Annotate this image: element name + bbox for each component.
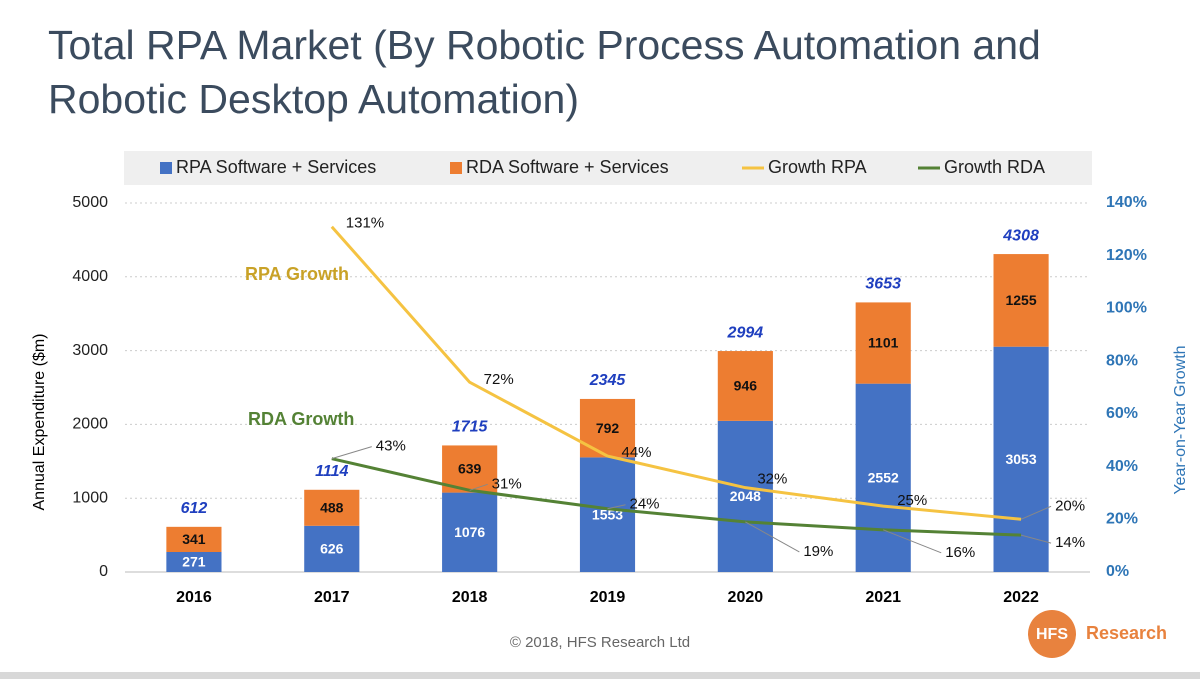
bar [993,254,1049,347]
logo: HFS [1036,626,1068,643]
x-tick-label: 2019 [590,589,626,606]
y-tick-label: 3000 [72,342,108,359]
total-label: 3653 [865,276,901,293]
annotation: RDA Growth [248,409,354,429]
line-label: 16% [945,544,975,561]
total-label: 4308 [1002,227,1039,244]
y-tick-label: 5000 [72,194,108,211]
bar [855,302,911,384]
y2-tick-label: 120% [1106,247,1147,264]
leader-line [1020,505,1052,520]
total-label: 2994 [727,324,764,341]
y2-tick-label: 100% [1106,300,1147,317]
y2-tick-label: 140% [1106,194,1147,211]
y-tick-label: 2000 [72,416,108,433]
logo-circle [1028,610,1076,658]
line-label: 131% [346,215,384,232]
copyright: © 2018, HFS Research Ltd [510,634,690,651]
y-tick-label: 4000 [72,268,108,285]
leader-line [331,446,372,460]
annotation: RPA Growth [245,264,349,284]
bottom-strip [0,672,1200,679]
bar-label: 626 [320,541,344,557]
bar [304,525,360,572]
bar-label: 488 [320,499,344,515]
bar [579,457,636,572]
y2-tick-label: 80% [1106,352,1138,369]
bar-label: 2048 [730,488,761,504]
bar-label: 271 [182,554,206,570]
bar-label: 792 [596,420,620,436]
bar [717,420,773,572]
bar-label: 1101 [868,335,899,351]
total-label: 1715 [452,419,489,436]
line-label: 24% [630,496,660,513]
y-tick-label: 1000 [72,489,108,506]
bar-label: 341 [182,531,206,547]
y2-tick-label: 60% [1106,405,1138,422]
leader-line [607,504,626,510]
leader-line [883,529,942,554]
bar [442,492,498,572]
leader-line [745,521,800,553]
legend-label: RDA Software + Services [466,157,669,177]
bar [855,383,911,572]
y2-tick-label: 40% [1106,458,1138,475]
y2-tick-label: 20% [1106,511,1138,528]
total-label: 2345 [589,372,627,389]
leader-line [1020,534,1052,544]
line-label: 43% [376,438,406,455]
bar-label: 946 [734,378,758,394]
bar-label: 639 [458,461,482,477]
x-tick-label: 2020 [728,589,764,606]
legend-label: Growth RDA [944,157,1045,177]
line-label: 19% [803,543,833,560]
total-label: 612 [181,500,208,517]
x-tick-label: 2022 [1003,589,1039,606]
line-label: 20% [1055,497,1085,514]
bar [717,351,773,421]
x-tick-label: 2016 [176,589,212,606]
bar [166,526,222,553]
total-label: 1114 [315,463,348,480]
x-tick-label: 2017 [314,589,350,606]
line-label: 25% [897,492,927,509]
x-tick-label: 2018 [452,589,488,606]
line-label: 44% [622,444,652,461]
x-tick-label: 2021 [865,589,901,606]
y2-tick-label: 0% [1106,563,1129,580]
bar [166,552,222,572]
line-label: 31% [492,475,522,492]
leader-line [469,483,488,491]
line [331,457,1022,537]
bar [304,489,360,526]
logo-text: Research [1086,623,1167,643]
legend-swatch [450,162,462,174]
chart-title: Total RPA Market (By Robotic Process Aut… [48,22,1041,122]
bar-label: 1255 [1005,292,1036,308]
y-tick-label: 0 [99,563,108,580]
legend-label: RPA Software + Services [176,157,376,177]
line-label: 14% [1055,534,1085,551]
line [330,225,1022,521]
bar-label: 2552 [868,470,899,486]
legend-swatch [160,162,172,174]
bar-label: 3053 [1005,451,1036,467]
y-axis-label: Annual Expenditure ($m) [31,334,48,511]
legend-label: Growth RPA [768,157,867,177]
line-label: 72% [484,371,514,388]
y2-axis-label: Year-on-Year Growth [1172,345,1189,494]
line-label: 32% [757,471,787,488]
bar-label: 1076 [454,524,485,540]
